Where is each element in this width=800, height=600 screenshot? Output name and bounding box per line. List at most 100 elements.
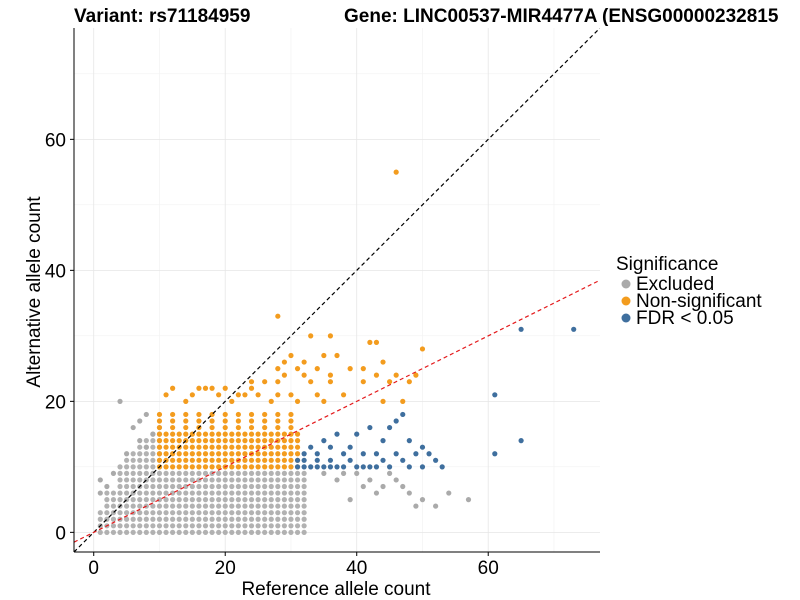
point-excluded: [104, 510, 110, 516]
point-non-significant: [321, 398, 327, 404]
point-excluded: [124, 451, 130, 457]
point-excluded: [281, 503, 287, 509]
point-non-significant: [216, 464, 222, 470]
point-fdr-0-05: [354, 431, 360, 437]
point-excluded: [288, 477, 294, 483]
point-excluded: [209, 523, 215, 529]
point-non-significant: [294, 438, 301, 444]
point-excluded: [216, 470, 222, 476]
point-fdr-0-05: [387, 464, 393, 470]
point-excluded: [229, 516, 235, 522]
point-excluded: [110, 490, 117, 496]
point-excluded: [202, 490, 209, 496]
point-excluded: [150, 483, 156, 490]
point-excluded: [156, 516, 163, 522]
point-non-significant: [202, 464, 209, 470]
point-excluded: [268, 523, 274, 529]
point-non-significant: [196, 464, 202, 470]
point-excluded: [104, 483, 110, 490]
point-excluded: [248, 483, 255, 490]
point-excluded: [301, 470, 307, 476]
point-excluded: [268, 516, 274, 522]
point-excluded: [288, 503, 294, 509]
point-fdr-0-05: [433, 457, 439, 463]
point-excluded: [235, 477, 241, 483]
point-excluded: [288, 516, 294, 522]
point-non-significant: [189, 392, 195, 398]
point-excluded: [255, 503, 261, 509]
point-non-significant: [196, 385, 202, 391]
point-non-significant: [275, 457, 281, 463]
point-excluded: [216, 483, 222, 490]
point-excluded: [242, 510, 248, 516]
point-excluded: [183, 497, 189, 503]
legend-label-fdr: FDR < 0.05: [636, 308, 734, 329]
point-excluded: [281, 490, 287, 496]
point-excluded: [301, 477, 307, 483]
point-non-significant: [209, 431, 215, 437]
point-excluded: [262, 523, 268, 529]
point-non-significant: [314, 392, 320, 398]
point-fdr-0-05: [321, 438, 327, 444]
point-non-significant: [235, 438, 241, 444]
point-excluded: [163, 516, 169, 522]
point-non-significant: [222, 385, 228, 391]
point-non-significant: [262, 464, 268, 470]
point-non-significant: [347, 366, 353, 372]
point-excluded: [235, 497, 241, 503]
point-excluded: [248, 510, 255, 516]
point-excluded: [137, 418, 143, 424]
point-excluded: [373, 490, 380, 496]
point-excluded: [465, 497, 472, 503]
point-excluded: [130, 497, 136, 503]
point-excluded: [301, 529, 307, 535]
point-excluded: [189, 523, 195, 529]
point-excluded: [202, 477, 209, 483]
point-excluded: [176, 523, 182, 529]
point-fdr-0-05: [334, 464, 340, 470]
point-non-significant: [156, 418, 163, 424]
point-excluded: [97, 516, 103, 522]
point-non-significant: [202, 385, 209, 391]
point-excluded: [229, 470, 235, 476]
point-excluded: [275, 490, 281, 496]
point-excluded: [294, 483, 301, 490]
point-excluded: [248, 477, 255, 483]
point-fdr-0-05: [360, 451, 366, 457]
point-non-significant: [170, 438, 176, 444]
point-non-significant: [170, 457, 176, 463]
point-excluded: [222, 510, 228, 516]
point-excluded: [143, 529, 149, 535]
point-excluded: [380, 483, 386, 490]
point-excluded: [97, 477, 103, 483]
point-non-significant: [340, 392, 347, 398]
point-non-significant: [255, 451, 261, 457]
point-excluded: [222, 497, 228, 503]
point-excluded: [248, 490, 255, 496]
point-non-significant: [242, 457, 248, 463]
point-excluded: [183, 529, 189, 535]
point-non-significant: [163, 431, 169, 437]
point-excluded: [117, 523, 123, 529]
point-non-significant: [262, 418, 268, 424]
point-excluded: [117, 470, 123, 476]
point-excluded: [104, 529, 110, 535]
point-excluded: [143, 457, 149, 463]
point-excluded: [124, 516, 130, 522]
point-non-significant: [235, 444, 241, 450]
point-excluded: [255, 490, 261, 496]
point-excluded: [255, 523, 261, 529]
point-excluded: [222, 483, 228, 490]
point-fdr-0-05: [518, 326, 524, 332]
point-non-significant: [419, 346, 426, 352]
point-non-significant: [380, 359, 386, 365]
point-excluded: [268, 510, 274, 516]
point-non-significant: [163, 451, 169, 457]
point-non-significant: [209, 457, 215, 463]
point-non-significant: [248, 418, 255, 424]
point-excluded: [143, 411, 149, 418]
point-non-significant: [275, 431, 281, 437]
point-non-significant: [176, 431, 182, 437]
point-non-significant: [281, 431, 287, 437]
point-fdr-0-05: [314, 451, 320, 457]
